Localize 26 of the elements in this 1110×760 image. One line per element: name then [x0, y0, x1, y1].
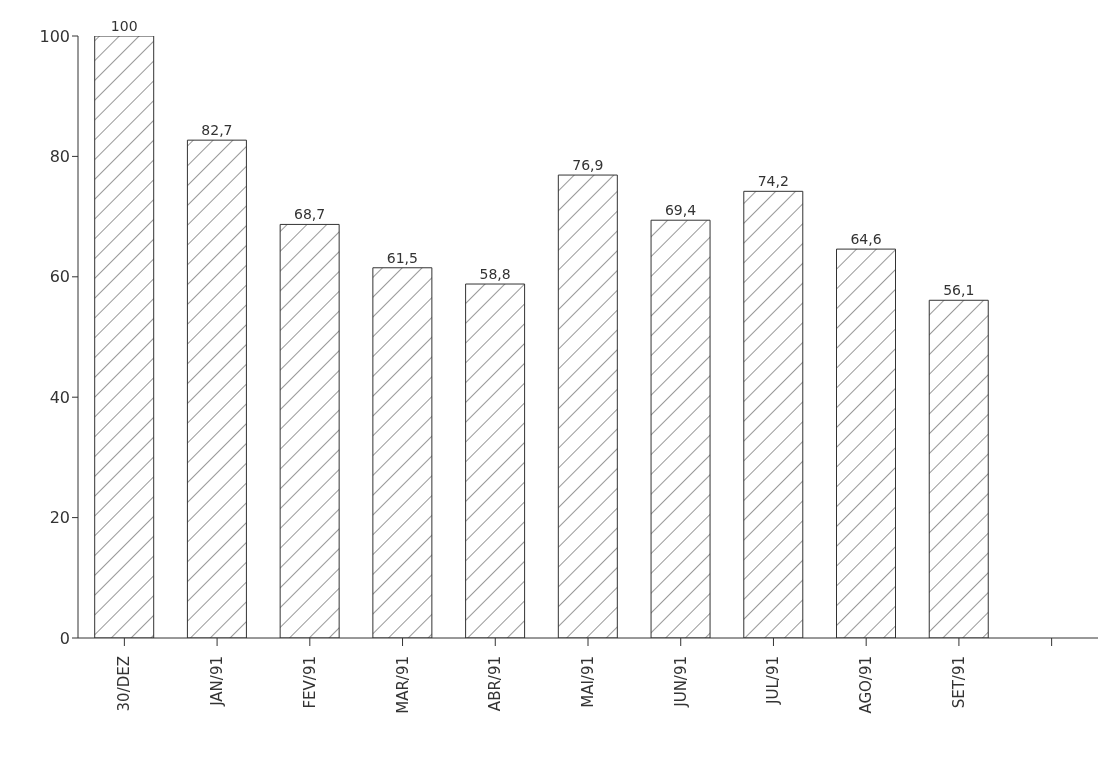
- data-label: 100: [110, 18, 138, 34]
- y-tick-label: 20: [49, 508, 70, 528]
- y-tick-label: 100: [39, 26, 70, 46]
- data-label: 74,2: [757, 173, 789, 190]
- y-tick-label: 0: [59, 628, 70, 648]
- data-label: 58,8: [479, 266, 511, 283]
- x-tick-label: JUN/91: [671, 656, 690, 708]
- x-tick-label: JUL/91: [764, 656, 783, 705]
- x-tick-label: MAR/91: [393, 656, 412, 714]
- data-label: 64,6: [850, 231, 882, 248]
- data-label: 56,1: [943, 282, 975, 299]
- x-tick-label: SET/91: [949, 656, 968, 709]
- y-tick-label: 40: [49, 387, 70, 407]
- x-tick-label: 30/DEZ: [115, 656, 134, 712]
- x-tick-label: JAN/91: [208, 656, 227, 707]
- data-label: 61,5: [386, 249, 418, 266]
- x-tick-label: FEV/91: [300, 656, 319, 709]
- data-label: 69,4: [664, 202, 697, 219]
- x-tick-label: AGO/91: [857, 656, 876, 714]
- x-tick-label: MAI/91: [579, 656, 597, 708]
- x-tick-label: ABR/91: [486, 656, 505, 712]
- y-tick-label: 60: [49, 267, 70, 287]
- y-tick-label: 80: [49, 147, 70, 167]
- data-label: 68,7: [294, 206, 326, 223]
- data-label: 76,9: [572, 157, 604, 174]
- data-label: 82,7: [201, 122, 233, 139]
